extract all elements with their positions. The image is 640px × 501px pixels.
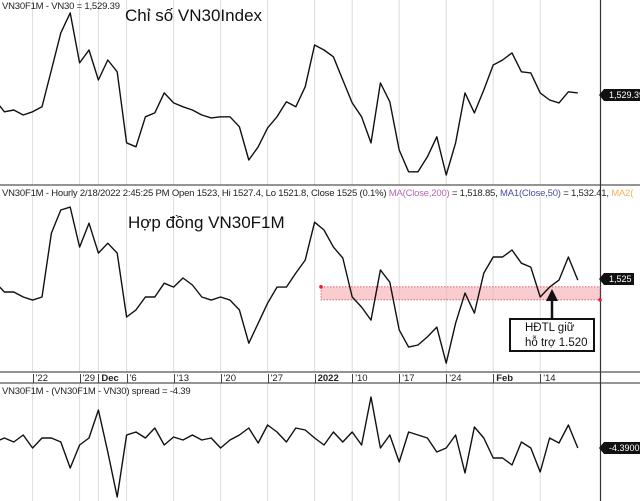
series-line-panel-2: [0, 206, 579, 364]
support-callout: HĐTL giữ hỗ trợ 1.520: [509, 318, 595, 352]
x-tick-label: 2022: [314, 374, 339, 383]
panel-2-header: VN30F1M - Hourly 2/18/2022 2:45:25 PM Op…: [2, 188, 633, 199]
panel-3-header: VN30F1M - (VN30F1M - VN30) spread = -4.3…: [2, 386, 191, 397]
ma50-value: = 1,532.41,: [560, 188, 612, 199]
series-line-panel-1: [0, 12, 578, 176]
callout-line-1: HĐTL giữ: [525, 322, 575, 334]
ma200-label: MA(Close,200): [388, 188, 450, 199]
panel-1-title: Chỉ số VN30Index: [125, 6, 263, 25]
x-tick-label: '17: [399, 374, 415, 383]
support-zone: [320, 286, 601, 301]
ohlc-text: VN30F1M - Hourly 2/18/2022 2:45:25 PM Op…: [2, 188, 387, 199]
panel-3-last-value: -4.39001: [599, 442, 640, 454]
zone-handle: [598, 298, 602, 302]
panel-2-title: Hợp đồng VN30F1M: [128, 213, 285, 232]
callout-line-2: hỗ trợ 1.520: [525, 337, 588, 349]
panel-1-header: VN30F1M - VN30 = 1,529.39: [2, 1, 120, 12]
ma200-value: = 1,518.85,: [449, 188, 501, 199]
x-tick-label: '22: [32, 374, 48, 383]
x-tick-label: '13: [173, 374, 189, 383]
x-tick-label: '29: [79, 374, 95, 383]
x-tick-label: '24: [446, 374, 462, 383]
x-tick-label: '6: [126, 374, 137, 383]
x-tick-label: '14: [540, 374, 556, 383]
x-tick-label: '10: [352, 374, 368, 383]
x-tick-label: '27: [267, 374, 283, 383]
zone-handle: [319, 285, 323, 289]
callout-arrow-head: [546, 289, 558, 301]
x-tick-label: '20: [220, 374, 236, 383]
ma50-label: MA1(Close,50): [500, 188, 561, 199]
x-tick-label: Dec: [98, 374, 119, 383]
panel-2-last-value: 1,525: [599, 273, 634, 285]
series-line-panel-3: [0, 396, 579, 498]
ma2-label: MA2(: [611, 188, 634, 199]
x-tick-label: Feb: [493, 374, 513, 383]
panel-1-last-value: 1,529.39: [598, 89, 640, 101]
